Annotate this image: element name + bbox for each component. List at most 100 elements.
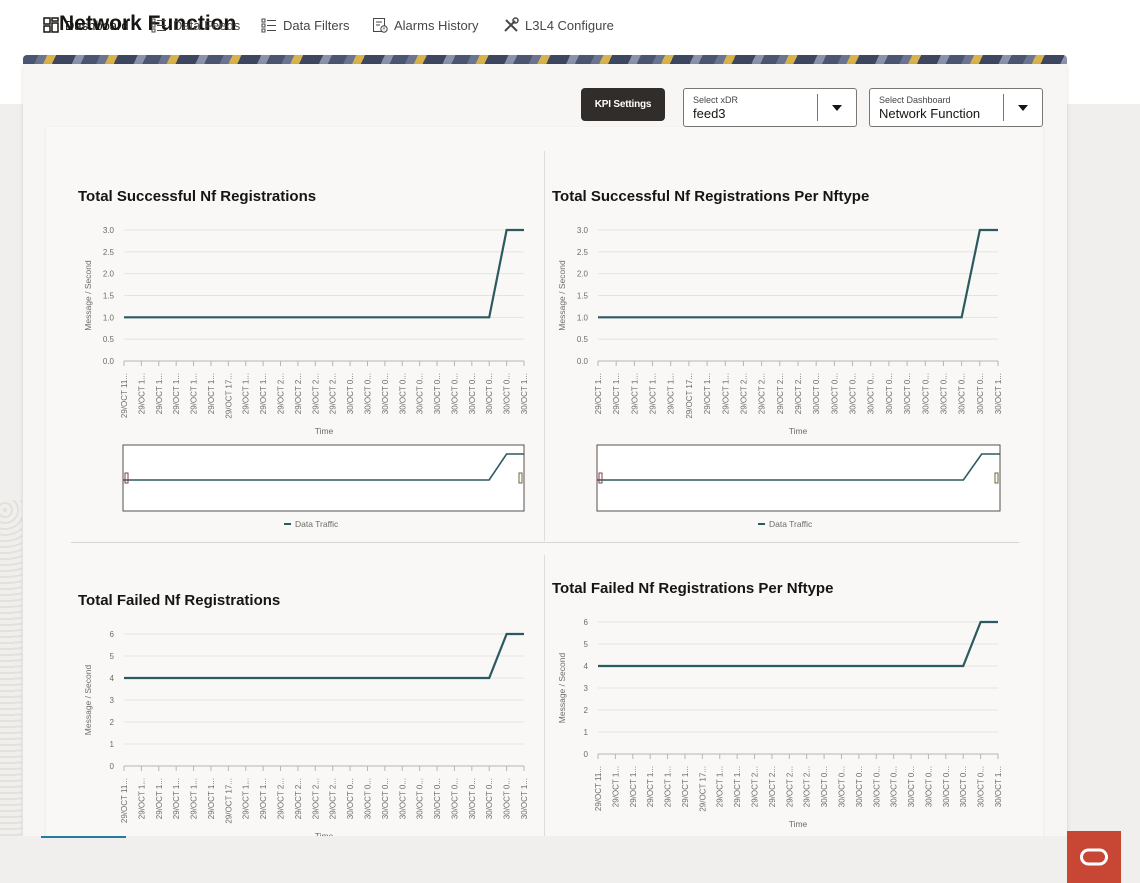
x-tick-label: 30/OCT 0...	[942, 766, 951, 807]
x-tick-label: 29/OCT 2...	[277, 778, 286, 819]
chevron-down-icon[interactable]	[1018, 105, 1028, 111]
x-tick-label: 29/OCT 1...	[172, 778, 181, 819]
y-tick-label: 1.5	[577, 292, 589, 301]
x-tick-label: 29/OCT 2...	[785, 766, 794, 807]
y-axis-label: Message / Second	[83, 665, 93, 736]
select-separator	[1003, 94, 1004, 121]
list-icon	[261, 18, 276, 33]
x-tick-label: 30/OCT 0...	[855, 766, 864, 807]
x-tick-label: 29/OCT 1...	[716, 766, 725, 807]
x-tick-label: 30/OCT 0...	[503, 373, 512, 414]
y-tick-label: 0	[584, 750, 589, 759]
x-tick-label: 30/OCT 0...	[885, 373, 894, 414]
x-tick-label: 30/OCT 0...	[939, 373, 948, 414]
x-tick-label: 29/OCT 1...	[259, 373, 268, 414]
dashboard-icon	[43, 17, 59, 33]
x-tick-label: 30/OCT 0...	[837, 766, 846, 807]
kpi-settings-button[interactable]: KPI Settings	[581, 88, 665, 121]
x-tick-label: 30/OCT 0...	[503, 778, 512, 819]
overview-line	[123, 453, 524, 481]
select-dashboard-dropdown[interactable]: Select Dashboard Network Function	[869, 88, 1043, 127]
x-tick-label: 30/OCT 0...	[485, 778, 494, 819]
x-tick-label: 29/OCT 1...	[137, 778, 146, 819]
x-tick-label: 29/OCT 2...	[794, 373, 803, 414]
legend-label: Data Traffic	[295, 519, 339, 529]
x-tick-label: 30/OCT 0...	[830, 373, 839, 414]
charts-canvas: 0.0 0.5 1.0 1.5 2.0 2.5 3.0 Message / Second 29/…	[83, 226, 1003, 841]
x-tick-label: 30/OCT 0...	[921, 373, 930, 414]
x-tick-label: 30/OCT 0...	[976, 373, 985, 414]
select-dashboard-value: Network Function	[879, 106, 981, 121]
y-tick-label: 2.0	[577, 270, 589, 279]
chart-title: Total Failed Nf Registrations	[78, 592, 281, 609]
y-tick-label: 2	[110, 718, 115, 727]
y-axis-label: Message / Second	[83, 260, 93, 331]
x-tick-label: 29/OCT 1...	[649, 373, 658, 414]
y-tick-label: 1	[584, 728, 589, 737]
x-tick-label: 29/OCT 1...	[155, 778, 164, 819]
x-tick-label: 29/OCT 17...	[698, 766, 707, 812]
x-axis-label: Time	[789, 819, 808, 829]
x-tick-label: 29/OCT 2...	[311, 778, 320, 819]
x-tick-label: 30/OCT 0...	[907, 766, 916, 807]
x-tick-label: 30/OCT 1...	[994, 766, 1003, 807]
x-tick-label: 29/OCT 11...	[120, 373, 129, 418]
chart-title: Total Successful Nf Registrations Per Nf…	[552, 188, 870, 205]
x-tick-label: 30/OCT 0...	[381, 373, 390, 414]
select-xdr-value: feed3	[693, 106, 726, 121]
chart-title: Total Successful Nf Registrations	[78, 188, 317, 205]
line-chart: 0 1 2 3 4 5 6 Message / Second 29/OCT 11... 29/OC…	[83, 630, 529, 841]
x-tick-label: 30/OCT 0...	[433, 373, 442, 414]
x-tick-label: 29/OCT 1...	[721, 373, 730, 414]
tools-icon	[504, 17, 519, 32]
x-tick-label: 30/OCT 0...	[433, 778, 442, 819]
tab-label: Data Feeds	[173, 17, 241, 33]
bottom-navigation	[0, 836, 1140, 883]
x-tick-label: 30/OCT 0...	[381, 778, 390, 819]
y-tick-label: 3.0	[577, 226, 589, 235]
x-tick-label: 29/OCT 1...	[190, 778, 199, 819]
tab-label: Dashboard	[65, 17, 129, 33]
overview-frame	[122, 444, 525, 512]
x-tick-label: 30/OCT 0...	[398, 778, 407, 819]
y-tick-label: 2.5	[577, 248, 589, 257]
x-tick-label: 29/OCT 1...	[242, 778, 251, 819]
x-tick-label: 29/OCT 1...	[242, 373, 251, 414]
y-tick-label: 4	[110, 674, 115, 683]
chart-title: Total Failed Nf Registrations Per Nftype	[552, 580, 834, 597]
x-tick-label: 29/OCT 1...	[612, 373, 621, 414]
tab-dashboard[interactable]: Dashboard	[43, 15, 129, 35]
x-tick-label: 30/OCT 1...	[994, 373, 1003, 414]
x-tick-label: 29/OCT 1...	[155, 373, 164, 414]
x-tick-label: 29/OCT 2...	[329, 778, 338, 819]
alarm-history-icon	[373, 18, 388, 33]
overview-frame	[596, 444, 1001, 512]
tab-data-filters[interactable]: Data Filters	[261, 15, 349, 35]
x-tick-label: 30/OCT 0...	[416, 373, 425, 414]
y-tick-label: 0.5	[577, 335, 589, 344]
x-tick-label: 30/OCT 0...	[398, 373, 407, 414]
y-tick-label: 1.0	[103, 313, 115, 322]
x-tick-label: 29/OCT 11...	[594, 766, 603, 811]
x-tick-label: 29/OCT 1...	[207, 373, 216, 414]
y-tick-label: 1.5	[103, 292, 115, 301]
x-tick-label: 30/OCT 0...	[468, 373, 477, 414]
select-xdr-label: Select xDR	[693, 95, 739, 105]
chevron-down-icon[interactable]	[832, 105, 842, 111]
x-tick-label: 29/OCT 1...	[172, 373, 181, 414]
x-tick-label: 29/OCT 2...	[776, 373, 785, 414]
tab-l3l4-configure[interactable]: L3L4 Configure	[503, 15, 614, 35]
tab-alarms-history[interactable]: Alarms History	[372, 15, 479, 35]
x-tick-label: 29/OCT 1...	[646, 766, 655, 807]
y-tick-label: 5	[584, 640, 589, 649]
x-tick-label: 29/OCT 1...	[207, 778, 216, 819]
x-tick-label: 30/OCT 0...	[363, 778, 372, 819]
select-xdr-dropdown[interactable]: Select xDR feed3	[683, 88, 857, 127]
x-tick-label: 30/OCT 0...	[416, 778, 425, 819]
x-tick-label: 30/OCT 0...	[867, 373, 876, 414]
x-tick-label: 30/OCT 0...	[346, 373, 355, 414]
x-tick-label: 29/OCT 1...	[137, 373, 146, 414]
tab-data-feeds[interactable]: Data Feeds	[151, 15, 240, 35]
x-tick-label: 29/OCT 1...	[681, 766, 690, 807]
oracle-logo-button[interactable]	[1067, 831, 1121, 883]
